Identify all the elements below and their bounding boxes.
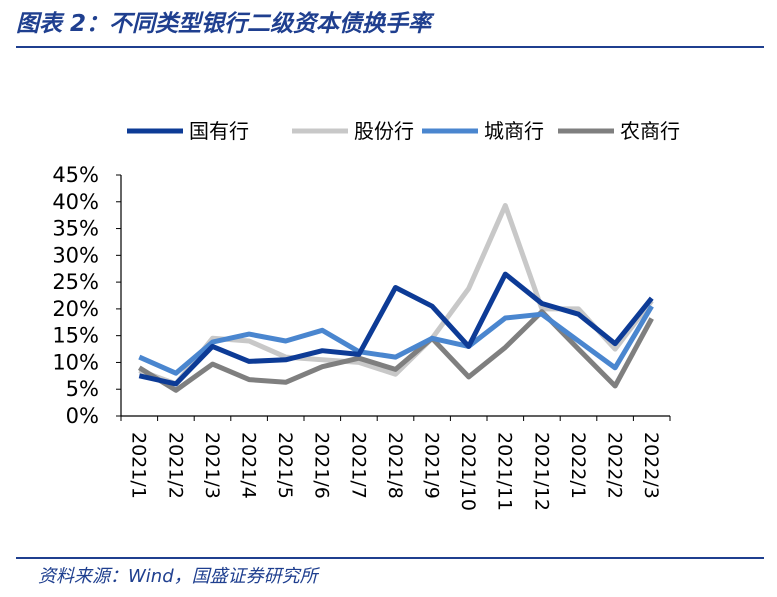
y-tick-label: 40% xyxy=(52,190,99,214)
x-tick-label: 2021/8 xyxy=(384,432,406,499)
x-tick-label: 2022/1 xyxy=(567,432,589,499)
chart-axes: 0% 5% 10%15% 20% 25% 30%35% 40% 45% 2021/1 2021/2… xyxy=(52,163,671,511)
y-tick-label: 35% xyxy=(52,217,99,241)
y-tick-label: 0% xyxy=(66,404,99,428)
y-tick-label: 30% xyxy=(52,243,99,267)
x-tick-label: 2021/10 xyxy=(457,432,479,511)
x-tick-label: 2021/4 xyxy=(237,432,259,499)
x-tick-label: 2021/11 xyxy=(494,432,516,511)
x-tick-label: 2022/3 xyxy=(640,432,662,499)
y-tick-label: 45% xyxy=(52,163,99,187)
x-tick-label: 2021/2 xyxy=(164,432,186,499)
figure-title: 图表 2：不同类型银行二级资本债换手率 xyxy=(16,11,432,37)
y-tick-label: 25% xyxy=(52,270,99,294)
series-line-3 xyxy=(138,304,654,376)
series-line-4 xyxy=(137,309,654,393)
x-tick-label: 2022/2 xyxy=(603,432,625,499)
legend-label: 城商行 xyxy=(484,119,544,143)
legend-label: 农商行 xyxy=(620,119,680,143)
y-tick-label: 15% xyxy=(52,324,99,348)
legend-label: 股份行 xyxy=(354,119,414,143)
series-line-1 xyxy=(138,271,654,387)
x-tick-label: 2021/9 xyxy=(420,432,442,499)
chart-legend: 国有行 股份行 城商行 农商行 xyxy=(127,119,680,143)
legend-label: 国有行 xyxy=(189,119,249,143)
x-tick-label: 2021/12 xyxy=(530,432,552,511)
source-note: 资料来源：Wind，国盛证券研究所 xyxy=(38,566,318,587)
title-divider xyxy=(16,46,764,48)
x-tick-label: 2021/3 xyxy=(201,432,223,499)
source-divider xyxy=(16,557,764,559)
x-tick-label: 2021/6 xyxy=(311,432,333,499)
y-tick-label: 20% xyxy=(52,297,99,321)
x-tick-label: 2021/1 xyxy=(128,432,150,499)
y-tick-label: 10% xyxy=(52,350,99,374)
chart-series xyxy=(137,203,654,393)
y-tick-label: 5% xyxy=(66,377,99,401)
x-tick-label: 2021/7 xyxy=(347,432,369,499)
x-tick-label: 2021/5 xyxy=(274,432,296,499)
